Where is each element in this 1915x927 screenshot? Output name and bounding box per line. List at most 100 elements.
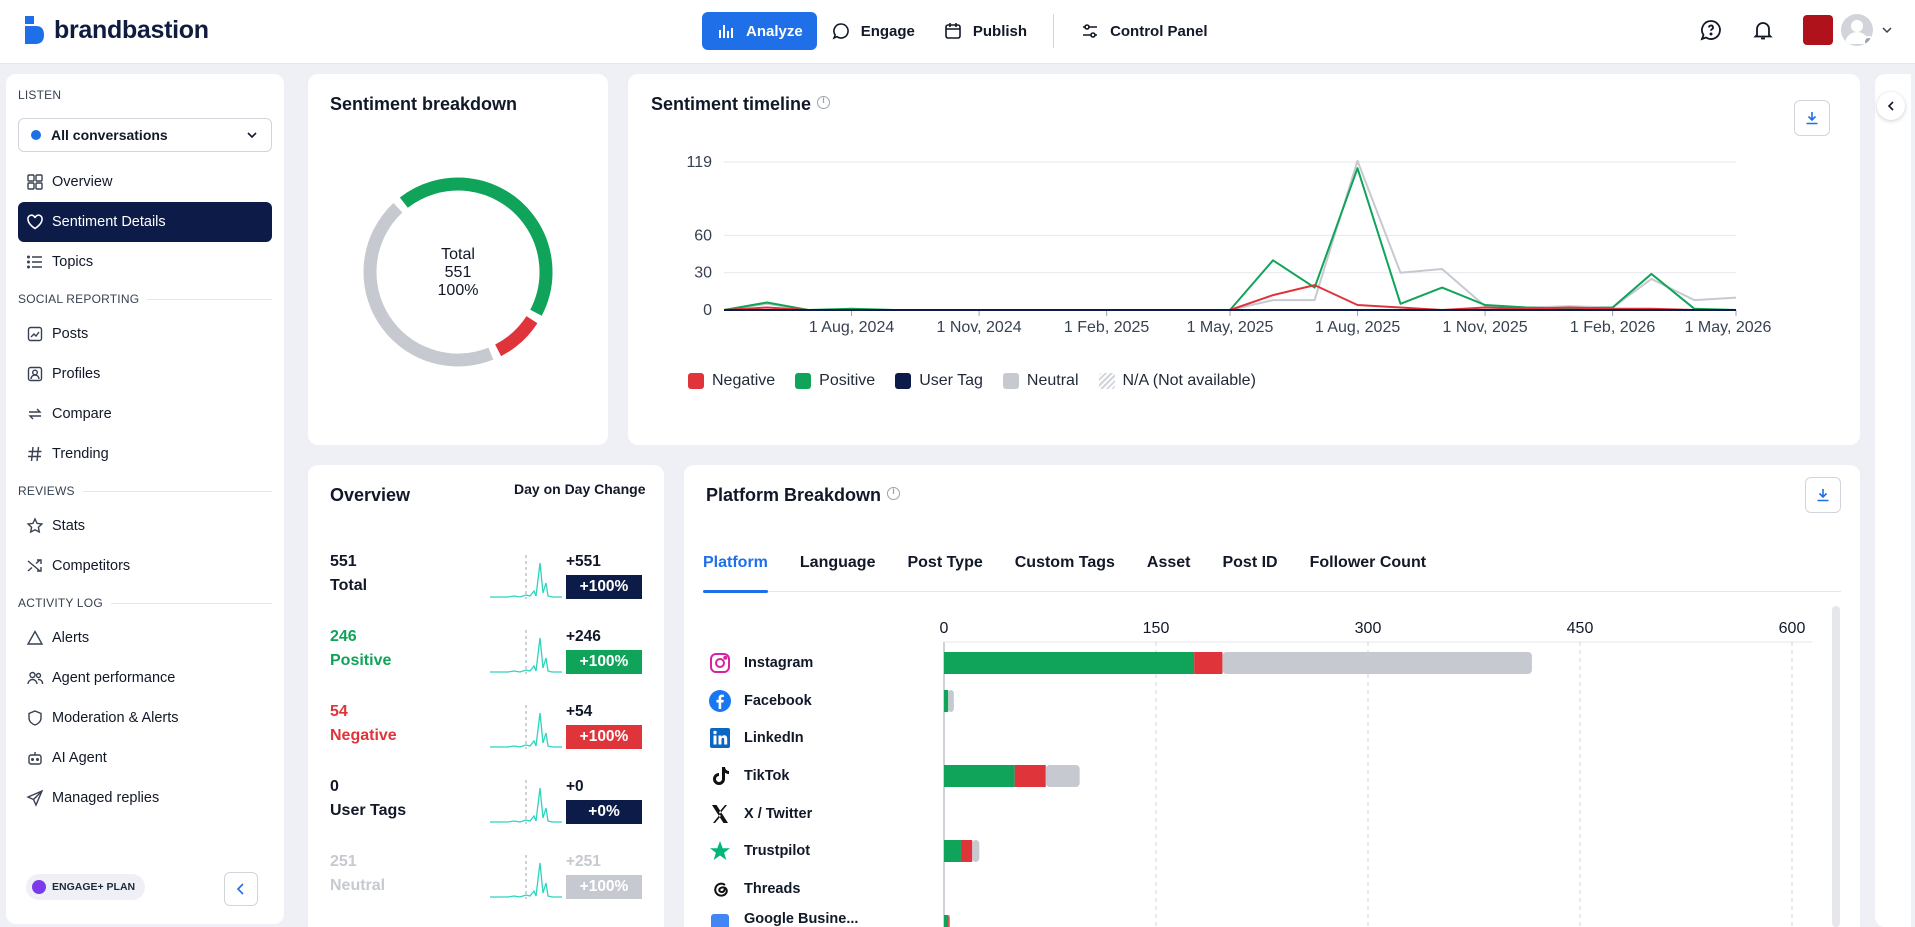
donut-slice-neutral: [363, 177, 553, 367]
platform-breakdown-chart: 0 150 300 450 600: [940, 620, 1812, 927]
nav-engage[interactable]: Engage: [817, 12, 929, 50]
bell-icon[interactable]: [1751, 18, 1775, 42]
platform-row-google-business[interactable]: Google Busine...: [708, 911, 858, 927]
overview-delta: +551: [566, 553, 601, 570]
legend-swatch: [895, 373, 912, 389]
list-icon: [27, 255, 42, 269]
platform-tabs: Platform Language Post Type Custom Tags …: [703, 544, 1841, 593]
nav-analyze[interactable]: Analyze: [702, 12, 817, 50]
overview-pct-badge: +100%: [566, 725, 642, 749]
download-timeline-button[interactable]: [1794, 100, 1830, 136]
chevron-left-icon: [236, 883, 244, 895]
tab-language[interactable]: Language: [799, 554, 876, 571]
brand-logo[interactable]: brandbastion: [22, 14, 209, 46]
sidebar-item-profiles[interactable]: Profiles: [18, 354, 272, 394]
x-tick-label: 1 Aug, 2025: [1315, 319, 1401, 336]
bar-chart-icon: [719, 25, 733, 38]
sidebar-item-trending[interactable]: Trending: [18, 434, 272, 474]
sidebar-item-overview[interactable]: Overview: [18, 162, 272, 202]
x-tick-label: 1 Nov, 2025: [1443, 319, 1528, 336]
sidebar-item-label: Agent performance: [52, 670, 176, 686]
tab-platform[interactable]: Platform: [703, 544, 768, 593]
platform-row-threads[interactable]: Threads: [708, 874, 800, 904]
top-bar: brandbastion Analyze Engage Publish Cont…: [0, 0, 1915, 64]
sidebar-item-managed-replies[interactable]: Managed replies: [18, 778, 272, 818]
chevron-down-icon: [247, 132, 257, 139]
sidebar-item-topics[interactable]: Topics: [18, 242, 272, 282]
sidebar-item-sentiment-details[interactable]: Sentiment Details: [18, 202, 272, 242]
legend-na[interactable]: N/A (Not available): [1098, 372, 1256, 390]
sidebar-item-label: Sentiment Details: [52, 214, 166, 230]
nav-publish[interactable]: Publish: [929, 12, 1041, 50]
tab-post-type[interactable]: Post Type: [907, 554, 983, 571]
expand-right-panel-button[interactable]: [1877, 92, 1905, 120]
star-icon: [26, 517, 44, 534]
info-icon[interactable]: [817, 95, 831, 109]
help-chat-icon[interactable]: [1699, 18, 1723, 42]
platform-scrollbar[interactable]: [1832, 606, 1840, 927]
legend-neutral[interactable]: Neutral: [1002, 372, 1079, 390]
legend-label: Positive: [819, 372, 876, 389]
tab-follower-count[interactable]: Follower Count: [1309, 554, 1427, 571]
legend-label: Negative: [712, 372, 776, 389]
legend-label: User Tag: [919, 372, 983, 389]
sidebar-item-competitors[interactable]: Competitors: [18, 546, 272, 586]
overview-label: Negative: [330, 727, 397, 744]
platform-row-facebook[interactable]: Facebook: [708, 686, 812, 716]
sidebar-item-stats[interactable]: Stats: [18, 506, 272, 546]
download-icon: [1806, 112, 1818, 125]
plan-badge[interactable]: ENGAGE+ PLAN: [26, 874, 146, 900]
tab-asset[interactable]: Asset: [1146, 554, 1191, 571]
platform-row-instagram[interactable]: Instagram: [708, 648, 813, 678]
sidebar-item-compare[interactable]: Compare: [18, 394, 272, 434]
linkedin-icon: [710, 728, 730, 748]
overview-row-neutral: 251 Neutral +251 +100%: [330, 853, 642, 915]
legend-positive[interactable]: Positive: [795, 372, 875, 390]
sidebar-item-alerts[interactable]: Alerts: [18, 618, 272, 658]
overview-row-total: 551 Total +551 +100%: [330, 553, 642, 615]
bar-positive-0: [944, 652, 1195, 674]
platform-row-x-twitter[interactable]: X / Twitter: [708, 799, 812, 829]
avatar: [1841, 14, 1873, 46]
sentiment-donut-chart: [363, 177, 553, 367]
tab-post-id[interactable]: Post ID: [1222, 554, 1278, 571]
sidebar-item-label: Managed replies: [52, 790, 160, 806]
platform-row-trustpilot[interactable]: Trustpilot: [708, 836, 810, 866]
sidebar-item-label: Posts: [52, 326, 89, 342]
brandbastion-logo-icon: [25, 16, 44, 44]
nav-control-panel[interactable]: Control Panel: [1066, 12, 1222, 50]
section-activity-log: ACTIVITY LOG: [18, 596, 272, 610]
sidebar-item-label: Compare: [52, 406, 112, 422]
x-twitter-icon: [712, 805, 728, 823]
hashtag-icon: [28, 446, 42, 462]
nav-separator: [1053, 14, 1055, 48]
sentiment-timeline-chart: 0 30 60 119 1 Aug, 2024 1 Nov, 2024 1 Feb, 202…: [686, 154, 1771, 336]
shield-icon: [28, 710, 42, 726]
conversation-select[interactable]: All conversations: [18, 118, 272, 152]
bar-positive-7: [944, 915, 949, 927]
tab-custom-tags[interactable]: Custom Tags: [1014, 554, 1115, 571]
platform-name: Facebook: [744, 693, 812, 709]
sidebar-item-moderation-alerts[interactable]: Moderation & Alerts: [18, 698, 272, 738]
right-rail: [1875, 74, 1911, 927]
overview-delta: +54: [566, 703, 593, 720]
chat-bubble-icon: [832, 23, 849, 40]
platform-name: Instagram: [744, 655, 814, 671]
platform-name: Threads: [744, 881, 801, 897]
sidebar-item-agent-performance[interactable]: Agent performance: [18, 658, 272, 698]
account-menu[interactable]: [1803, 14, 1893, 46]
download-platform-button[interactable]: [1805, 477, 1841, 513]
overview-sparkline: [490, 555, 562, 599]
sidebar-item-ai-agent[interactable]: AI Agent: [18, 738, 272, 778]
info-icon[interactable]: [887, 486, 901, 500]
platform-row-tiktok[interactable]: TikTok: [708, 761, 789, 791]
x-tick-label: 600: [1779, 620, 1806, 637]
sidebar-item-posts[interactable]: Posts: [18, 314, 272, 354]
collapse-sidebar-button[interactable]: [224, 872, 258, 906]
trustpilot-icon: [710, 841, 730, 860]
x-tick-label: 0: [940, 620, 949, 637]
nav-publish-label: Publish: [972, 22, 1028, 40]
platform-row-linkedin[interactable]: LinkedIn: [708, 723, 804, 753]
legend-user-tag[interactable]: User Tag: [895, 372, 983, 390]
legend-negative[interactable]: Negative: [688, 372, 775, 390]
